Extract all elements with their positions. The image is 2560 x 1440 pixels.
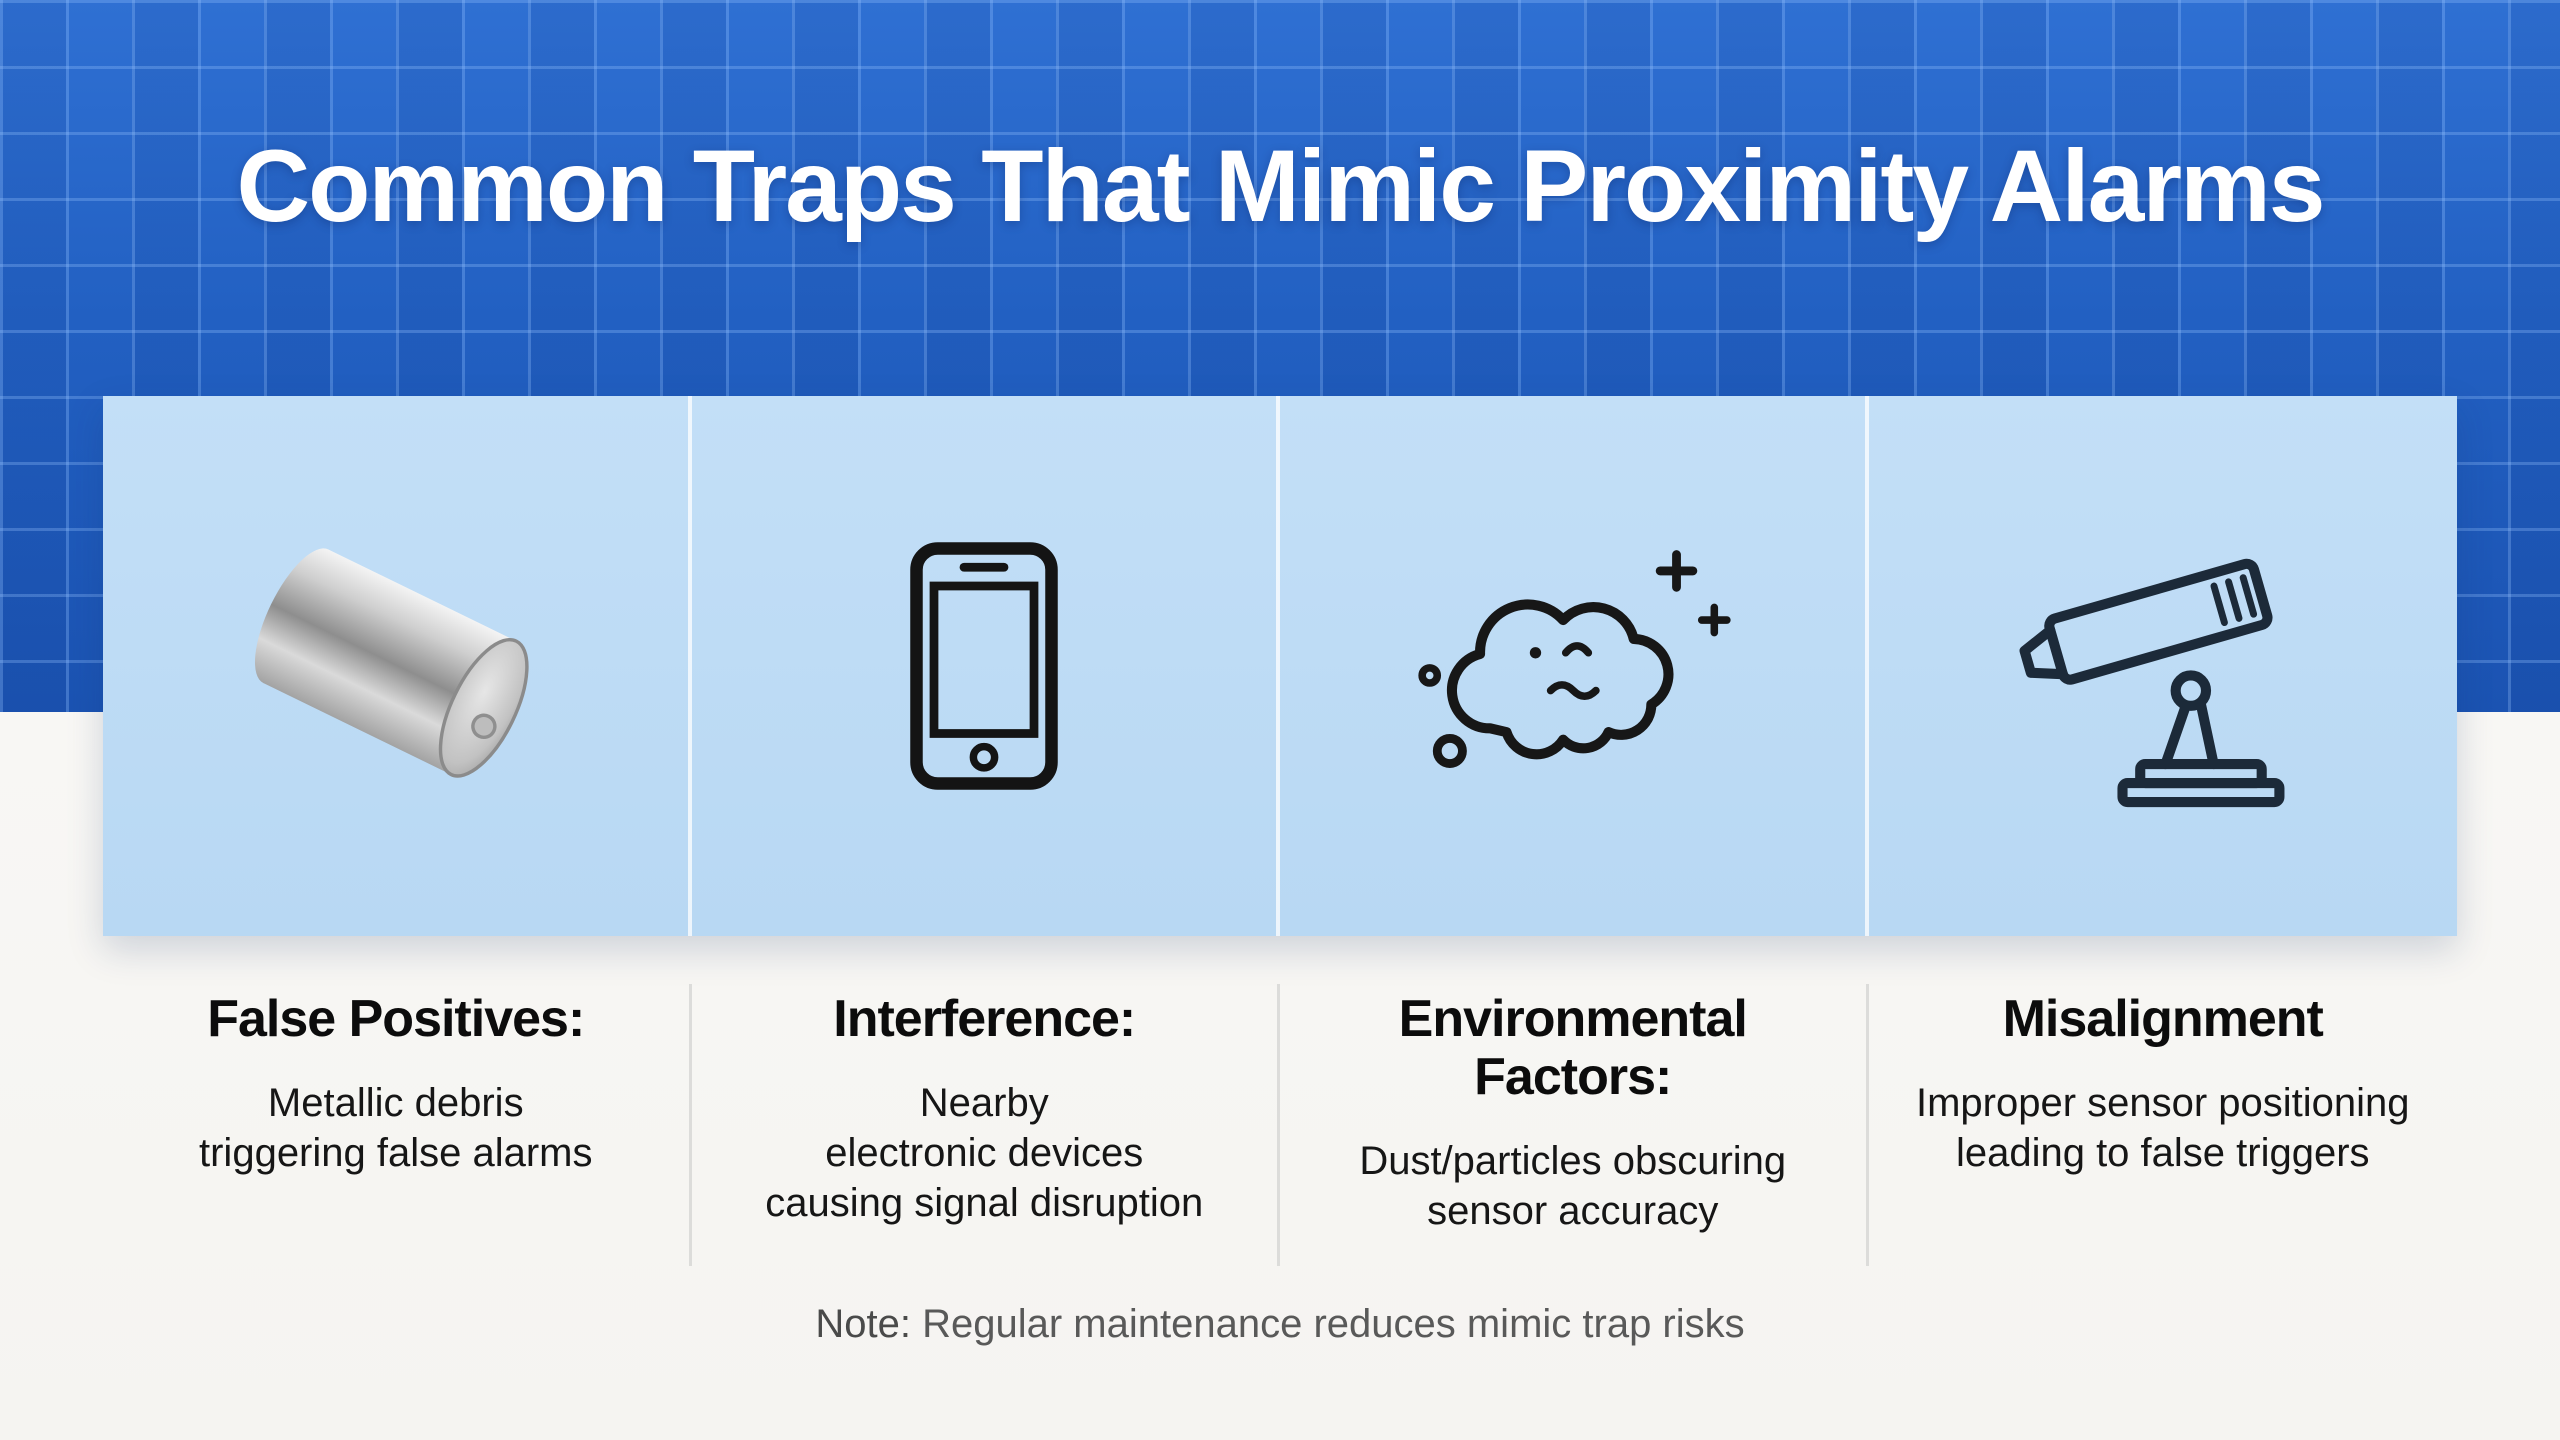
smartphone-icon [834, 516, 1134, 816]
dust-cloud-icon [1402, 511, 1742, 821]
column-description: Improper sensor positioning leading to f… [1915, 1081, 2410, 1176]
content-area: False Positives: Metallic debris trigger… [103, 396, 2458, 1267]
column-false-positives: False Positives: Metallic debris trigger… [103, 984, 692, 1267]
column-description: Dust/particles obscuring sensor accuracy [1359, 1139, 1787, 1234]
text-row: False Positives: Metallic debris trigger… [103, 984, 2458, 1267]
column-description: Metallic debris triggering false alarms [199, 1081, 593, 1176]
column-heading: Environmental Factors: [1398, 990, 1748, 1107]
icon-cell-interference [692, 396, 1280, 936]
note-label: Note: [815, 1302, 911, 1346]
icon-cell-false-positives [103, 396, 692, 936]
note-text: Regular maintenance reduces mimic trap r… [922, 1302, 1745, 1346]
column-heading: False Positives: [207, 990, 585, 1048]
footer-note: Note: Regular maintenance reduces mimic … [0, 1302, 2560, 1347]
column-misalignment: Misalignment Improper sensor positioning… [1869, 984, 2458, 1266]
metal-cylinder-icon [230, 501, 560, 831]
camera-sensor-icon [1998, 511, 2328, 821]
column-heading: Misalignment [2002, 990, 2324, 1048]
icon-band [103, 396, 2457, 936]
icon-cell-environmental [1280, 396, 1869, 936]
column-description: Nearby electronic devices causing signal… [765, 1081, 1204, 1226]
icon-cell-misalignment [1869, 396, 2458, 936]
column-heading: Interference: [833, 990, 1136, 1048]
column-environmental-factors: Environmental Factors: Dust/particles ob… [1280, 984, 1869, 1267]
page-title: Common Traps That Mimic Proximity Alarms [236, 129, 2325, 243]
column-interference: Interference: Nearby electronic devices … [692, 984, 1280, 1267]
